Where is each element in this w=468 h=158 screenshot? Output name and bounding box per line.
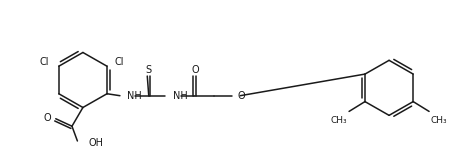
- Text: OH: OH: [88, 138, 103, 148]
- Text: O: O: [43, 113, 51, 123]
- Text: NH: NH: [173, 91, 187, 101]
- Text: NH: NH: [127, 91, 142, 101]
- Text: Cl: Cl: [39, 57, 49, 67]
- Text: O: O: [192, 65, 199, 75]
- Text: CH₃: CH₃: [431, 116, 447, 125]
- Text: O: O: [237, 91, 245, 101]
- Text: Cl: Cl: [115, 57, 124, 67]
- Text: S: S: [146, 65, 152, 75]
- Text: CH₃: CH₃: [331, 116, 347, 125]
